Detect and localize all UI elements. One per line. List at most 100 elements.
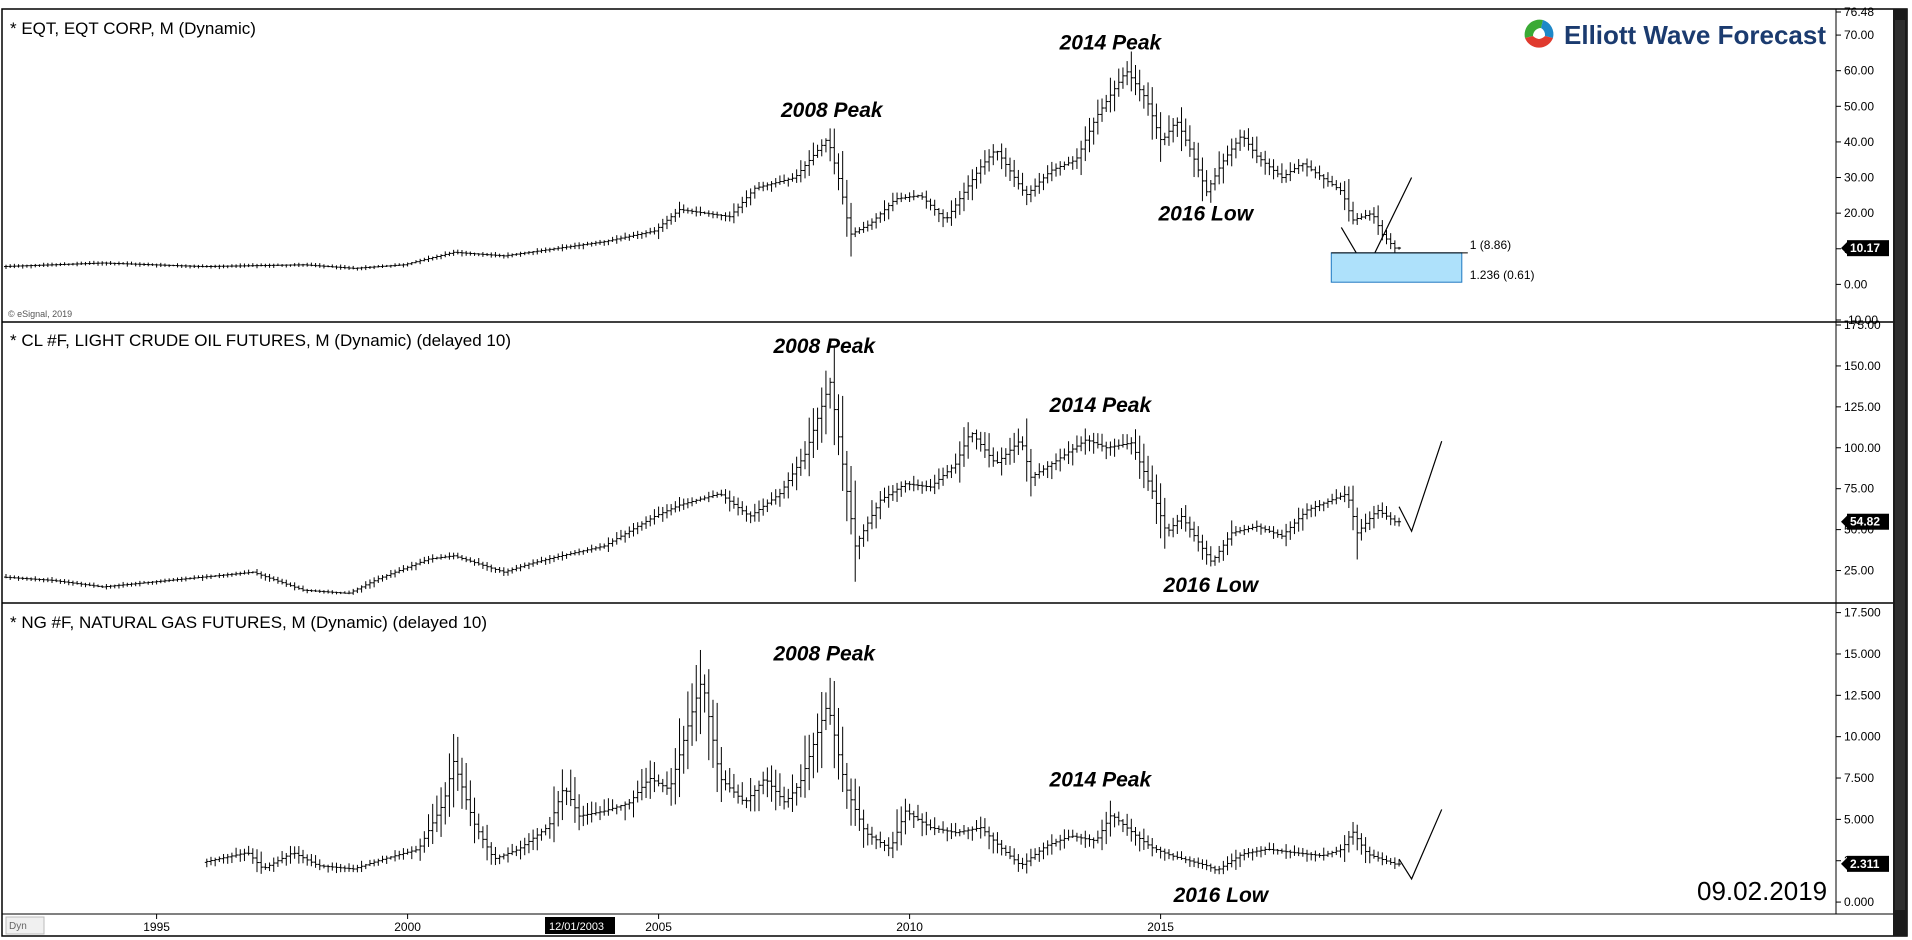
- price-bar: [1171, 853, 1176, 861]
- price-bar: [669, 504, 674, 516]
- price-bar: [1033, 848, 1038, 860]
- price-bar: [961, 825, 966, 835]
- price-bar: [8, 264, 13, 269]
- price-bar: [1367, 511, 1372, 531]
- price-bar: [317, 263, 322, 268]
- price-bar: [1376, 205, 1381, 235]
- price-bar: [861, 221, 866, 233]
- price-bar: [292, 263, 297, 267]
- price-bar: [543, 824, 548, 836]
- price-bar: [1074, 435, 1079, 453]
- price-bar: [777, 488, 782, 507]
- price-bar: [694, 498, 699, 504]
- price-bar: [204, 858, 209, 868]
- price-bar: [1242, 849, 1247, 861]
- price-bar: [41, 262, 46, 267]
- price-bar: [673, 501, 678, 513]
- price-bar: [890, 192, 895, 212]
- price-bar: [1171, 118, 1176, 143]
- price-bar: [748, 188, 753, 206]
- price-bar: [1217, 151, 1222, 185]
- price-bar: [58, 262, 63, 267]
- price-bar: [1116, 68, 1121, 97]
- price-bar: [250, 571, 255, 574]
- price-bar: [175, 263, 180, 268]
- price-bar: [535, 248, 540, 255]
- price-bar: [618, 235, 623, 242]
- dyn-mode-button[interactable]: [5, 916, 45, 935]
- price-bar: [1112, 438, 1117, 457]
- price-bar: [208, 574, 213, 580]
- price-bar: [280, 851, 285, 864]
- price-bar: [1376, 504, 1381, 519]
- x-tick-label: 2005: [645, 920, 672, 934]
- price-bar: [455, 552, 460, 559]
- price-bar: [710, 490, 715, 499]
- price-bar: [602, 240, 607, 246]
- price-bar: [535, 828, 540, 851]
- price-bar: [150, 580, 155, 585]
- price-bar: [1166, 115, 1171, 146]
- price-bar: [1062, 448, 1067, 461]
- price-bar: [221, 264, 226, 269]
- price-bar: [472, 252, 477, 256]
- price-bar: [1045, 840, 1050, 856]
- price-bar: [171, 264, 176, 267]
- price-bar: [506, 568, 510, 576]
- price-bar: [70, 580, 75, 586]
- price-bar: [213, 575, 218, 578]
- price-bar: [1008, 437, 1012, 465]
- price-bar: [614, 804, 619, 815]
- price-bar: [259, 571, 264, 579]
- price-bar: [526, 251, 531, 255]
- price-bar: [1284, 169, 1289, 183]
- price-bar: [468, 780, 473, 827]
- price-bar: [1108, 77, 1113, 113]
- price-bar: [142, 262, 147, 266]
- price-bar: [853, 778, 858, 826]
- price-bar: [765, 499, 770, 513]
- price-bar: [807, 417, 812, 477]
- price-bar: [234, 264, 239, 268]
- price-bar: [271, 263, 276, 268]
- price-bar: [280, 264, 285, 267]
- price-bar: [995, 150, 1000, 161]
- scrollbar-thumb[interactable]: [1895, 20, 1905, 910]
- price-bar: [1162, 848, 1167, 861]
- price-bar: [443, 554, 448, 559]
- price-bar: [1250, 523, 1255, 531]
- price-bar: [451, 249, 456, 256]
- price-bar: [945, 465, 950, 479]
- price-bar: [598, 806, 603, 821]
- price-bar: [731, 773, 736, 798]
- price-bar: [1074, 148, 1079, 169]
- price-bar: [982, 432, 987, 458]
- price-bar: [501, 254, 506, 259]
- price-bar: [844, 762, 849, 809]
- price-bar: [1225, 145, 1230, 166]
- price-bar: [823, 138, 828, 153]
- price-bar: [1033, 471, 1038, 487]
- price-bar: [1012, 432, 1017, 463]
- price-bar: [803, 441, 808, 470]
- price-bar: [874, 834, 879, 850]
- price-bar: [238, 849, 243, 862]
- price-bar: [1397, 246, 1402, 250]
- price-bar: [777, 773, 782, 806]
- price-bar: [970, 826, 975, 841]
- price-bar: [723, 212, 728, 222]
- price-bar: [514, 564, 519, 572]
- price-bar: [1355, 213, 1360, 225]
- price-bar: [936, 468, 941, 490]
- price-bar: [648, 760, 653, 799]
- price-bar: [1141, 443, 1146, 489]
- price-bar: [234, 847, 239, 858]
- price-bar: [522, 562, 527, 569]
- price-bar: [1087, 435, 1092, 452]
- price-bar: [585, 241, 590, 246]
- price-bar: [731, 203, 736, 224]
- price-bar: [489, 252, 494, 258]
- price-bar: [1229, 138, 1234, 167]
- price-bar: [20, 576, 25, 581]
- price-bar: [811, 732, 816, 779]
